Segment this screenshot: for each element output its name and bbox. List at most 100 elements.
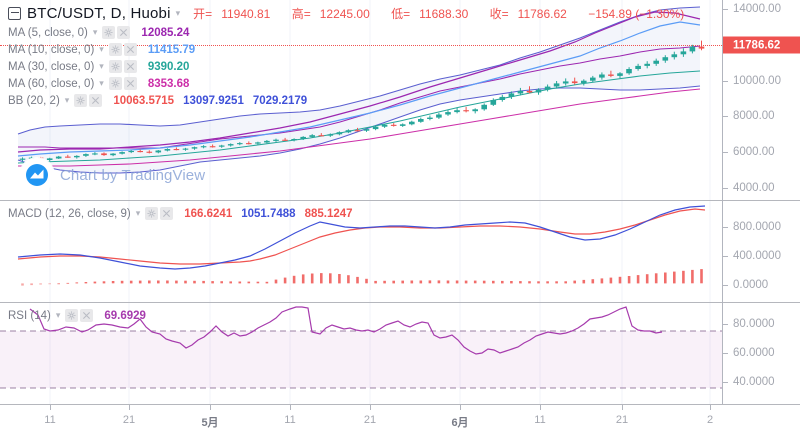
ohlc-high-value: 12245.00: [319, 7, 370, 21]
indicator-row-1[interactable]: MA (10, close, 0) ▾ 11415.79: [8, 41, 693, 58]
close-icon[interactable]: [80, 309, 94, 322]
axis-tick: [723, 116, 728, 117]
chevron-down-icon[interactable]: ▾: [135, 208, 141, 218]
time-axis[interactable]: 11 21 5月 11 21 6月 11 21 2: [0, 405, 800, 434]
ohlc-open-value: 11940.81: [221, 7, 271, 21]
indicator-value-4-0: 10063.5715: [113, 94, 175, 107]
rsi-indicator-name[interactable]: RSI (14): [8, 309, 51, 322]
bollinger-upper-line: [17, 6, 701, 135]
chevron-down-icon[interactable]: ▾: [99, 61, 104, 71]
macd-value-0: 166.6241: [184, 207, 233, 220]
ohlc-open-label: 开=: [193, 7, 213, 21]
ohlc-close-value: 11786.62: [517, 7, 567, 21]
price-axis-divider: [722, 0, 723, 404]
close-icon[interactable]: [123, 77, 137, 90]
ohlc-low: 低= 11688.30: [391, 7, 477, 21]
macd-legend-row[interactable]: MACD (12, 26, close, 9) ▾ 166.6241 1051.…: [8, 205, 353, 222]
time-label-7: 21: [615, 414, 629, 426]
rsi-legend-row[interactable]: RSI (14) ▾ 69.6929: [8, 307, 146, 324]
time-tick: [210, 405, 211, 410]
macd-indicator-name[interactable]: MACD (12, 26, close, 9): [8, 207, 131, 220]
axis-tick: [723, 152, 728, 153]
gear-icon[interactable]: [65, 309, 79, 322]
bollinger-band-fill: [18, 7, 700, 173]
indicator-value-0-0: 12085.24: [141, 26, 190, 39]
indicator-row-4[interactable]: BB (20, 2) ▾ 10063.5715 13097.9251 7029.2179: [8, 92, 693, 109]
time-tick: [50, 405, 51, 410]
price-axis-label-3: 6000.00: [733, 146, 775, 158]
current-price-line: [0, 45, 722, 46]
macd-value-2: 885.1247: [304, 207, 353, 220]
rsi-pane[interactable]: [0, 303, 722, 404]
time-label-3: 11: [284, 414, 296, 426]
axis-tick: [723, 9, 728, 10]
axis-tick: [723, 188, 728, 189]
chevron-down-icon[interactable]: ▾: [64, 95, 70, 105]
gear-icon[interactable]: [108, 77, 122, 90]
current-price-badge[interactable]: 11786.62: [723, 36, 800, 54]
gear-icon[interactable]: [74, 94, 88, 107]
macd-pane[interactable]: [0, 201, 722, 302]
price-axis-label-2: 8000.00: [733, 110, 775, 122]
close-icon[interactable]: [89, 94, 103, 107]
collapse-box-icon[interactable]: [8, 7, 21, 20]
indicator-name-0[interactable]: MA (5, close, 0): [8, 26, 88, 39]
indicator-name-1[interactable]: MA (10, close, 0): [8, 43, 95, 56]
indicator-row-0[interactable]: MA (5, close, 0) ▾ 12085.24: [8, 24, 693, 41]
price-plot: [17, 0, 711, 200]
close-icon[interactable]: [123, 43, 137, 56]
chevron-down-icon[interactable]: ▾: [55, 310, 61, 320]
indicator-rows: MA (5, close, 0) ▾ 12085.24 MA (10, close, …: [8, 24, 693, 109]
price-pane[interactable]: [0, 0, 722, 200]
chevron-down-icon[interactable]: ▾: [175, 8, 181, 18]
indicator-name-3[interactable]: MA (60, close, 0): [8, 77, 95, 90]
axis-tick: [723, 256, 728, 257]
ohlc-close-label: 收=: [489, 7, 509, 21]
rsi-line: [29, 306, 663, 355]
rsi-value-0: 69.6929: [104, 309, 146, 322]
close-icon[interactable]: [123, 60, 137, 73]
gear-icon[interactable]: [102, 26, 116, 39]
indicator-row-3[interactable]: MA (60, close, 0) ▾ 8353.68: [8, 75, 693, 92]
pane-separator-1: [0, 200, 800, 201]
macd-axis-label-2: 0.0000: [733, 279, 769, 291]
symbol-title[interactable]: BTC/USDT, D, Huobi: [27, 5, 171, 22]
macd-legend: MACD (12, 26, close, 9) ▾ 166.6241 1051.…: [8, 205, 353, 222]
ohlc-high: 高= 12245.00: [292, 7, 379, 21]
time-tick: [129, 405, 130, 410]
ohlc-high-label: 高=: [291, 7, 311, 21]
time-label-6: 11: [534, 414, 546, 426]
gear-icon[interactable]: [108, 60, 122, 73]
axis-tick: [723, 285, 728, 286]
ohlc-low-label: 低=: [391, 7, 411, 21]
price-axis-label-4: 4000.00: [733, 182, 775, 194]
time-tick: [710, 405, 711, 410]
gear-icon[interactable]: [145, 207, 159, 220]
close-icon[interactable]: [160, 207, 174, 220]
ohlc-open: 开= 11940.81: [193, 7, 279, 21]
rsi-gridlines: [49, 303, 711, 404]
chevron-down-icon[interactable]: ▾: [99, 44, 104, 54]
macd-axis-label-1: 400.0000: [733, 250, 781, 262]
indicator-value-2-0: 9390.20: [147, 60, 190, 73]
price-axis[interactable]: 14000.00 10000.00 8000.00 6000.00 4000.0…: [723, 0, 800, 404]
pane-separator-3: [0, 404, 800, 405]
time-label-1: 21: [122, 414, 136, 426]
close-icon[interactable]: [117, 26, 131, 39]
time-label-8: 2: [706, 414, 714, 426]
macd-plot: [17, 201, 711, 302]
symbol-row[interactable]: BTC/USDT, D, Huobi ▾ 开= 11940.81 高= 12245.…: [8, 3, 693, 24]
bollinger-lower-line: [17, 85, 701, 174]
indicator-name-2[interactable]: MA (30, close, 0): [8, 60, 95, 73]
axis-tick: [723, 81, 728, 82]
indicator-row-2[interactable]: MA (30, close, 0) ▾ 9390.20: [8, 58, 693, 75]
chevron-down-icon[interactable]: ▾: [99, 78, 104, 88]
chevron-down-icon[interactable]: ▾: [92, 27, 98, 37]
price-axis-label-0: 14000.00: [733, 3, 781, 15]
time-tick: [540, 405, 541, 410]
time-tick: [460, 405, 461, 410]
ma30-line: [17, 70, 701, 164]
indicator-name-4[interactable]: BB (20, 2): [8, 94, 60, 107]
gear-icon[interactable]: [108, 43, 122, 56]
ohlc-values: 开= 11940.81 高= 12245.00 低= 11688.30 收= 11786…: [193, 5, 693, 22]
